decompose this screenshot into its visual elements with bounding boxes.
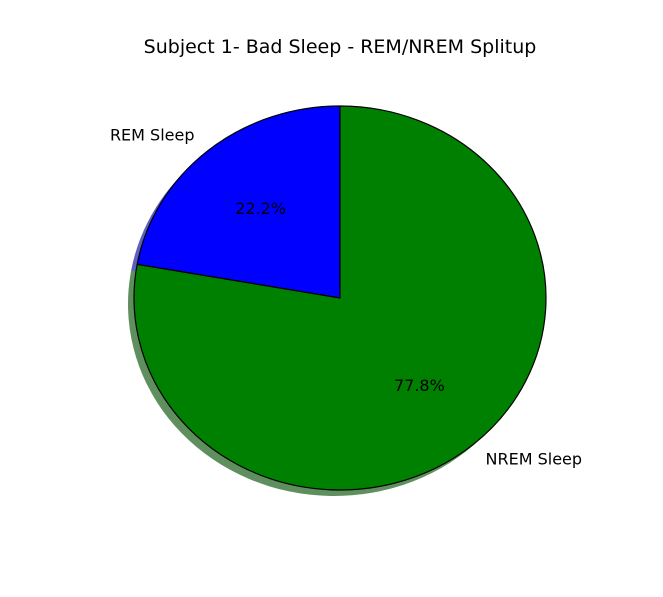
chart-title: Subject 1- Bad Sleep - REM/NREM Splitup [144,36,537,58]
percent-label-rem-sleep: 22.2% [235,199,286,218]
percent-label-nrem-sleep: 77.8% [394,376,445,395]
slice-label-nrem-sleep: NREM Sleep [486,449,583,468]
pie-slices [133,105,547,491]
slice-rem-sleep [136,105,341,299]
slice-label-rem-sleep: REM Sleep [110,126,195,145]
slice-nrem-sleep [133,105,547,491]
pie-labels: REM Sleep 22.2% NREM Sleep 77.8% [110,126,582,469]
